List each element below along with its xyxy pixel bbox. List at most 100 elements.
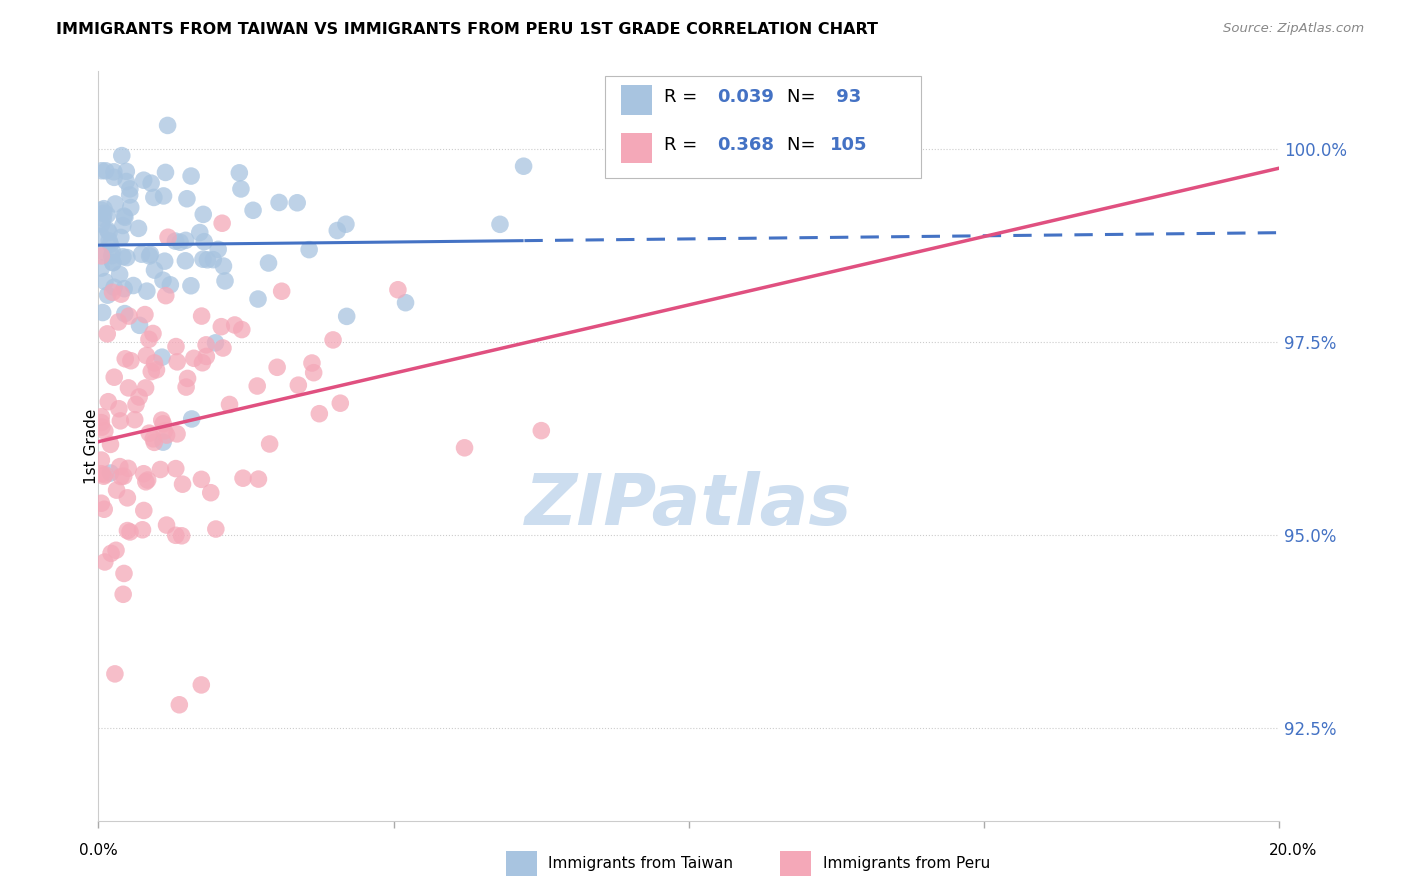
Point: [394, 295, 416, 310]
Point: [93, 206, 115, 220]
Point: [152, 435, 174, 450]
Text: Immigrants from Peru: Immigrants from Peru: [823, 856, 990, 871]
Point: [90, 453, 112, 467]
Point: [143, 356, 166, 370]
Point: [128, 318, 150, 333]
Point: [138, 332, 160, 346]
Point: [267, 195, 290, 210]
Point: [204, 335, 226, 350]
Point: [105, 483, 128, 497]
Point: [135, 475, 157, 489]
Point: [103, 170, 125, 185]
Point: [124, 413, 146, 427]
Point: [218, 397, 240, 411]
Point: [94, 555, 117, 569]
Point: [115, 174, 138, 188]
Point: [166, 426, 188, 441]
Point: [205, 522, 228, 536]
Point: [118, 182, 141, 196]
Point: [118, 524, 141, 539]
Point: [115, 251, 138, 265]
Text: R =: R =: [664, 136, 703, 153]
Point: [141, 365, 163, 379]
Point: [169, 698, 191, 712]
Point: [176, 192, 198, 206]
Point: [180, 412, 202, 426]
Point: [112, 209, 135, 223]
Point: [530, 424, 553, 438]
Text: 0.0%: 0.0%: [79, 843, 118, 858]
Point: [108, 459, 131, 474]
Point: [150, 350, 173, 364]
Point: [117, 461, 139, 475]
Point: [110, 469, 132, 483]
Point: [153, 254, 176, 268]
Point: [128, 390, 150, 404]
Point: [298, 243, 321, 257]
Point: [101, 285, 124, 300]
Point: [118, 188, 141, 202]
Point: [224, 318, 246, 332]
Point: [174, 380, 197, 394]
Text: 0.039: 0.039: [717, 87, 773, 105]
Point: [191, 252, 214, 267]
Point: [155, 428, 177, 442]
Point: [94, 163, 117, 178]
Point: [200, 485, 222, 500]
Point: [111, 219, 134, 233]
Point: [150, 413, 173, 427]
Point: [142, 326, 165, 341]
Point: [117, 524, 139, 538]
Point: [170, 529, 193, 543]
Point: [139, 176, 162, 190]
Point: [387, 283, 409, 297]
Point: [211, 216, 233, 230]
Text: 105: 105: [830, 136, 868, 153]
Point: [117, 381, 139, 395]
Point: [112, 469, 135, 483]
Text: N=: N=: [787, 87, 821, 105]
Text: IMMIGRANTS FROM TAIWAN VS IMMIGRANTS FROM PERU 1ST GRADE CORRELATION CHART: IMMIGRANTS FROM TAIWAN VS IMMIGRANTS FRO…: [56, 22, 879, 37]
Point: [132, 467, 155, 481]
Point: [111, 250, 134, 264]
Point: [103, 165, 125, 179]
Point: [96, 326, 118, 341]
Point: [90, 203, 112, 218]
Point: [190, 309, 212, 323]
Y-axis label: 1st Grade: 1st Grade: [84, 409, 98, 483]
Point: [166, 355, 188, 369]
Text: 93: 93: [830, 87, 860, 105]
Point: [190, 472, 212, 486]
Point: [100, 237, 122, 252]
Point: [302, 366, 325, 380]
Point: [247, 292, 270, 306]
Point: [228, 166, 250, 180]
Point: [266, 360, 288, 375]
Point: [90, 163, 112, 178]
Point: [138, 426, 160, 441]
Point: [90, 409, 112, 424]
Point: [101, 255, 124, 269]
Point: [128, 221, 150, 235]
Point: [193, 235, 215, 249]
Point: [152, 417, 174, 431]
Point: [122, 278, 145, 293]
Point: [111, 148, 134, 162]
Point: [114, 351, 136, 366]
Point: [100, 249, 122, 263]
Point: [101, 244, 124, 259]
Point: [97, 394, 120, 409]
Point: [90, 217, 112, 231]
Point: [232, 471, 254, 485]
Point: [195, 350, 218, 364]
Text: R =: R =: [664, 87, 703, 105]
Point: [142, 432, 165, 446]
Point: [90, 249, 112, 263]
Point: [231, 322, 253, 336]
Point: [90, 467, 112, 481]
Point: [180, 169, 202, 183]
Point: [197, 252, 219, 267]
Point: [96, 208, 118, 222]
Point: [229, 182, 252, 196]
Point: [202, 252, 225, 267]
